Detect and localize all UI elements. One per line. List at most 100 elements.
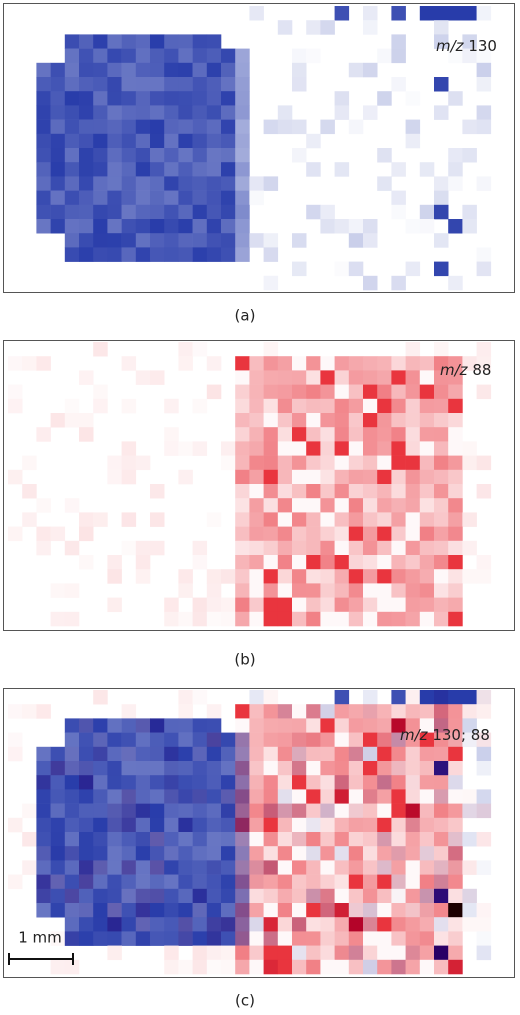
pixel bbox=[263, 888, 279, 904]
pixel bbox=[107, 597, 122, 613]
pixel bbox=[377, 817, 392, 833]
pixel bbox=[448, 455, 463, 471]
pixel bbox=[121, 903, 137, 918]
pixel bbox=[178, 247, 193, 262]
pixel bbox=[150, 775, 165, 790]
pixel bbox=[363, 888, 378, 904]
pixel bbox=[363, 718, 378, 733]
pixel bbox=[164, 148, 179, 163]
pixel bbox=[150, 718, 165, 733]
pixel bbox=[150, 846, 165, 861]
pixel bbox=[263, 846, 279, 861]
pixel bbox=[8, 469, 23, 485]
pixel bbox=[249, 569, 264, 584]
pixel bbox=[448, 583, 463, 598]
pixel bbox=[334, 903, 350, 918]
pixel bbox=[405, 261, 421, 277]
pixel bbox=[79, 718, 94, 733]
pixel bbox=[405, 133, 421, 149]
pixel bbox=[206, 190, 222, 206]
pixel bbox=[377, 917, 392, 932]
pixel bbox=[221, 732, 236, 748]
pixel bbox=[178, 77, 193, 92]
pixel bbox=[277, 484, 293, 499]
pixel bbox=[79, 732, 94, 748]
pixel bbox=[135, 204, 151, 220]
pixel bbox=[277, 903, 293, 918]
pixel bbox=[235, 583, 250, 598]
pixel bbox=[405, 817, 421, 833]
pixel bbox=[377, 597, 392, 613]
pixel bbox=[363, 959, 378, 975]
pixel bbox=[334, 874, 350, 890]
pixel bbox=[235, 484, 250, 499]
pixel bbox=[192, 690, 208, 705]
pixel bbox=[206, 219, 222, 234]
pixel bbox=[235, 597, 250, 613]
pixel bbox=[320, 874, 335, 890]
pixel bbox=[249, 555, 264, 570]
pixel bbox=[277, 597, 293, 613]
pixel bbox=[235, 498, 250, 513]
pixel bbox=[263, 398, 279, 414]
pixel bbox=[64, 148, 80, 163]
pixel bbox=[121, 455, 137, 471]
pixel bbox=[36, 775, 51, 790]
pixel bbox=[64, 817, 80, 833]
pixel bbox=[150, 803, 165, 819]
annotation: m/z 130 bbox=[436, 37, 497, 55]
pixel bbox=[164, 846, 179, 861]
pixel bbox=[121, 204, 137, 220]
pixel bbox=[93, 761, 108, 776]
pixel bbox=[50, 526, 66, 542]
pixel bbox=[235, 370, 250, 385]
pixel bbox=[192, 611, 208, 627]
pixel bbox=[150, 860, 165, 875]
pixel bbox=[277, 832, 293, 847]
pixel bbox=[391, 690, 406, 705]
pixel bbox=[164, 91, 179, 106]
pixel bbox=[419, 484, 435, 499]
pixel bbox=[306, 945, 321, 961]
pixel bbox=[206, 247, 222, 262]
pixel bbox=[36, 62, 51, 78]
pixel bbox=[434, 105, 449, 120]
pixel bbox=[107, 732, 122, 748]
pixel bbox=[363, 945, 378, 961]
pixel bbox=[377, 484, 392, 499]
pixel bbox=[249, 176, 264, 191]
pixel bbox=[277, 888, 293, 904]
pixel bbox=[348, 62, 364, 78]
pixel bbox=[36, 356, 51, 371]
pixel bbox=[249, 888, 264, 904]
pixel bbox=[164, 817, 179, 833]
pixel bbox=[434, 917, 449, 932]
pixel bbox=[419, 803, 435, 819]
pixel bbox=[64, 91, 80, 106]
pixel bbox=[121, 860, 137, 875]
pixel bbox=[320, 384, 335, 400]
pixel bbox=[135, 775, 151, 790]
pixel bbox=[292, 832, 307, 847]
pixel bbox=[434, 261, 449, 277]
pixel bbox=[405, 413, 421, 428]
pixel bbox=[206, 803, 222, 819]
pixel bbox=[419, 6, 435, 21]
pixel bbox=[135, 190, 151, 206]
pixel bbox=[405, 761, 421, 776]
pixel bbox=[164, 105, 179, 120]
pixel bbox=[93, 219, 108, 234]
pixel bbox=[405, 441, 421, 456]
pixel bbox=[235, 746, 250, 762]
pixel bbox=[363, 917, 378, 932]
pixel bbox=[192, 555, 208, 570]
pixel bbox=[434, 846, 449, 861]
pixel bbox=[334, 917, 350, 932]
pixel bbox=[206, 597, 222, 613]
pixel bbox=[419, 718, 435, 733]
pixel bbox=[206, 832, 222, 847]
pixel bbox=[405, 832, 421, 847]
pixel bbox=[405, 888, 421, 904]
pixel bbox=[292, 817, 307, 833]
